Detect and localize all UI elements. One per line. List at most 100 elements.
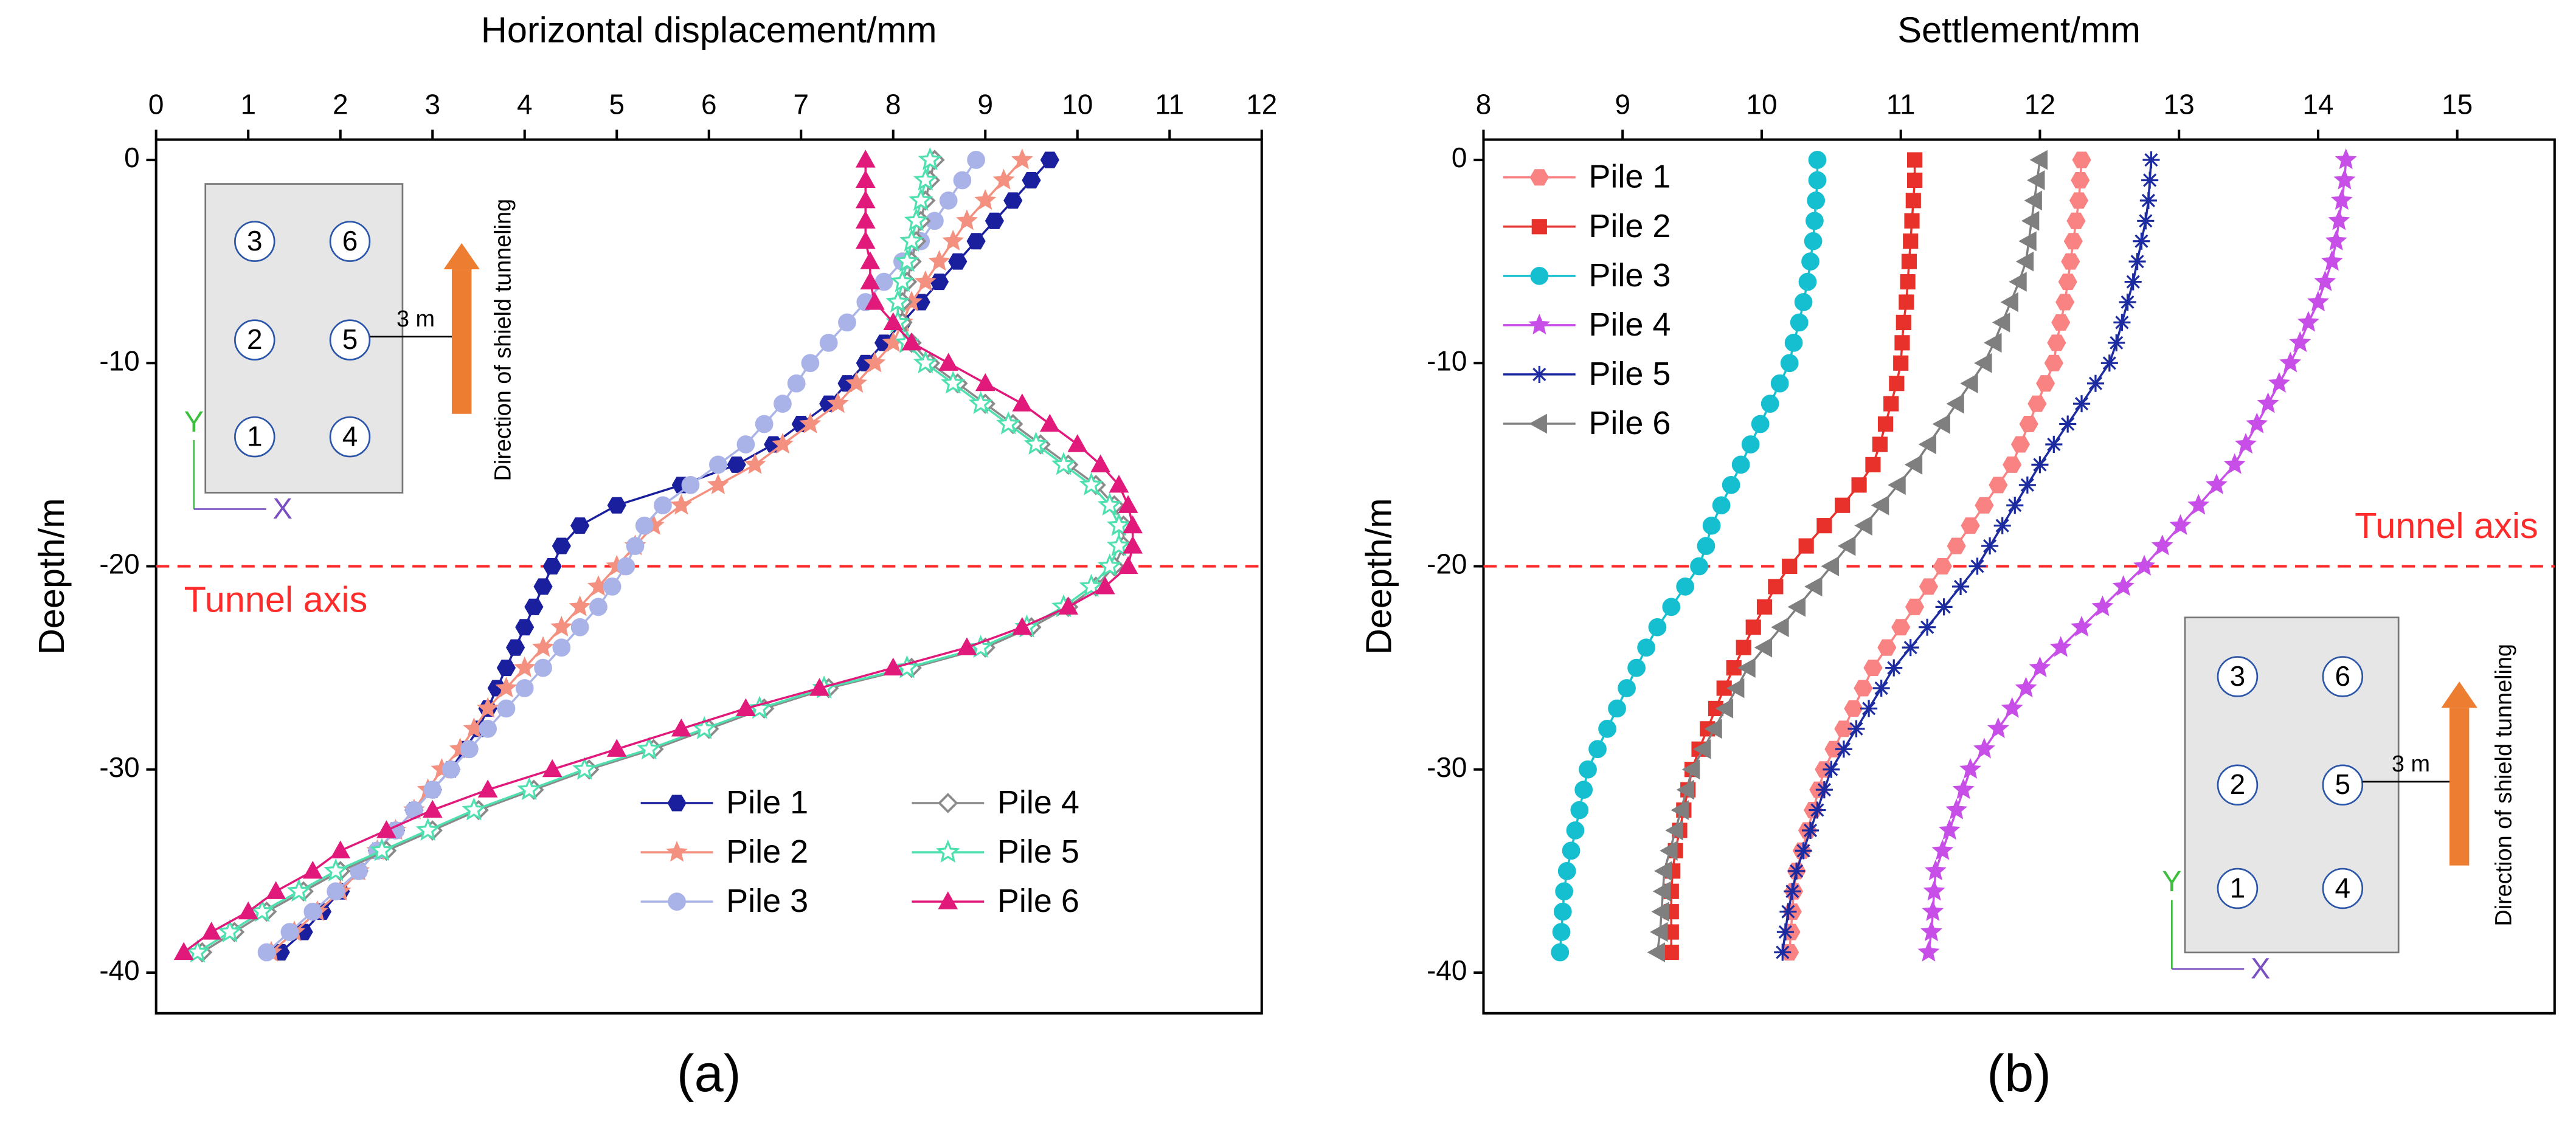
marker [1968,557,1986,575]
marker [423,781,442,799]
marker [787,374,806,393]
marker [1952,578,1970,595]
marker [286,878,311,902]
marker [422,799,443,818]
marker [1097,492,1122,516]
marker [2058,274,2077,291]
pile-label: 4 [342,420,358,452]
marker [1798,272,1817,291]
marker [826,392,849,413]
x-axis-title: Horizontal displacement/mm [481,10,937,50]
marker [1790,313,1809,332]
marker [1946,393,1964,414]
direction-label: Direction of shield tunneling [490,199,516,481]
marker [992,168,1015,190]
inset-x-label: X [273,492,293,525]
pile-label: 3 [2230,660,2246,692]
marker [2307,291,2329,312]
marker [2024,190,2042,211]
marker [1903,233,1919,249]
marker [250,899,274,922]
x-tick-label: 12 [1246,89,1277,120]
marker [1774,943,1792,961]
marker [1891,619,1911,636]
marker [968,391,993,415]
marker [819,333,838,352]
marker [1905,598,1925,615]
marker [589,598,608,616]
marker [1919,618,1936,636]
y-tick-label: -30 [99,751,139,783]
pile-label: 6 [342,225,358,257]
marker [2257,392,2279,413]
marker [1899,294,1914,310]
marker [1872,679,1890,697]
marker [1650,922,1668,942]
marker [2151,534,2173,556]
caption: (a) [677,1044,741,1103]
series-line [183,160,1134,953]
marker [327,882,345,901]
marker [1768,579,1784,595]
pile-symbol [2322,656,2364,697]
marker [1844,700,1863,717]
tunnel-axis-label: Tunnel axis [184,579,368,620]
marker [1648,618,1667,636]
series-line [1788,159,2083,953]
marker [707,473,729,495]
marker [1992,312,2010,333]
marker [441,760,460,779]
x-tick-label: 0 [148,89,164,120]
marker [517,777,542,801]
marker [1938,819,1961,840]
y-axis-title: Deepth/m [1359,498,1399,655]
marker [2289,331,2311,353]
marker [1003,192,1023,209]
x-tick-label: 3 [424,89,440,120]
marker [1801,252,1819,271]
marker [1039,413,1060,432]
legend-marker [1531,365,1548,383]
marker [2027,170,2045,190]
marker [2044,354,2063,371]
marker [838,313,856,332]
marker [280,923,299,941]
marker [1807,191,1826,210]
marker [1079,472,1104,495]
legend-label: Pile 5 [997,833,1079,870]
marker [1715,698,1734,719]
marker [654,496,672,515]
marker [550,615,573,637]
marker [2029,656,2051,677]
x-tick-label: 5 [609,89,625,120]
pile-label: 2 [247,323,263,355]
marker [376,820,396,838]
legend-marker [938,891,958,909]
marker [552,638,571,657]
series-line [1656,159,2041,953]
marker [845,371,868,393]
y-tick-label: -10 [1427,345,1467,376]
marker [534,658,552,677]
marker [1889,376,1905,391]
marker [1106,512,1131,536]
legend-label: Pile 3 [1588,257,1671,294]
marker [515,619,535,636]
marker [1676,578,1695,596]
marker [1933,557,1952,575]
marker [1618,679,1636,697]
y-tick-label: -40 [1427,954,1467,986]
marker [2003,456,2022,473]
marker [2066,212,2086,229]
marker [1704,719,1722,739]
x-tick-label: 2 [333,89,348,120]
marker [1871,495,1889,516]
marker [1553,902,1572,921]
marker [1816,518,1832,534]
marker [2018,476,2036,494]
marker [1022,171,1041,188]
marker [1671,800,1689,820]
marker [727,456,746,473]
marker [1960,373,1978,394]
marker [1697,537,1716,555]
